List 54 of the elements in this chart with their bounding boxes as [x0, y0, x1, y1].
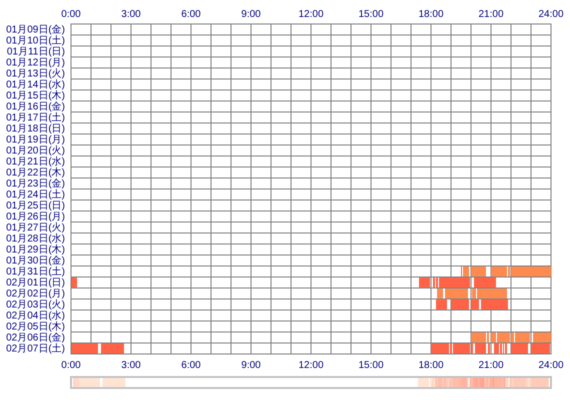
y-tick-label: 02月02日(月)	[6, 288, 65, 300]
y-tick-label: 01月19日(月)	[6, 134, 65, 146]
y-tick-label: 01月17日(土)	[6, 111, 65, 124]
y-tick-label: 01月28日(水)	[6, 232, 65, 244]
y-tick-label: 01月20日(火)	[6, 144, 65, 156]
y-tick-label: 01月14日(水)	[6, 78, 65, 90]
x-tick-label: 24:00	[538, 8, 564, 20]
y-tick-label: 02月07日(土)	[6, 342, 65, 354]
y-tick-label: 01月15日(木)	[6, 89, 65, 102]
y-tick-label: 01月11日(日)	[6, 46, 65, 58]
x2-tick-label: 24:00	[538, 360, 564, 371]
y-tick-label: 01月27日(火)	[6, 221, 65, 234]
x2-tick-label: 0:00	[61, 360, 82, 371]
x-tick-label: 18:00	[418, 8, 444, 20]
y-tick-label: 02月05日(木)	[6, 320, 65, 332]
bar	[511, 344, 528, 354]
y-tick-label: 01月18日(日)	[6, 123, 65, 134]
bar	[494, 344, 499, 354]
x-tick-label: 21:00	[478, 8, 504, 20]
x2-tick-label: 15:00	[358, 360, 384, 371]
x2-tick-label: 3:00	[121, 360, 142, 371]
bar	[72, 344, 98, 354]
y-tick-label: 01月25日(日)	[6, 200, 65, 212]
x2-tick-label: 9:00	[241, 360, 262, 371]
y-tick-label: 01月29日(木)	[6, 243, 65, 256]
y-tick-label: 02月04日(水)	[6, 309, 65, 322]
x-tick-label: 3:00	[121, 8, 142, 20]
x-tick-label: 12:00	[298, 8, 324, 20]
y-tick-label: 01月26日(月)	[6, 211, 65, 222]
y-tick-label: 01月24日(土)	[6, 188, 65, 200]
y-tick-label: 01月30日(金)	[6, 254, 65, 266]
bar	[436, 300, 447, 310]
y-tick-label: 02月06日(金)	[6, 331, 65, 344]
y-tick-label: 01月23日(金)	[6, 177, 65, 190]
y-tick-label: 01月22日(木)	[6, 166, 65, 178]
x2-tick-label: 6:00	[181, 360, 202, 371]
bar	[72, 278, 77, 288]
y-tick-label: 01月21日(水)	[6, 155, 65, 168]
y-tick-label: 01月12日(月)	[6, 57, 65, 68]
y-tick-label: 01月09日(金)	[6, 23, 65, 36]
y-tick-label: 01月13日(火)	[6, 67, 65, 80]
y-tick-label: 01月31日(土)	[6, 265, 65, 278]
y-tick-label: 02月03日(火)	[6, 298, 65, 310]
x-tick-label: 9:00	[241, 8, 262, 20]
bar	[531, 344, 550, 354]
x-tick-label: 0:00	[61, 8, 82, 20]
y-tick-label: 02月01日(日)	[6, 277, 65, 288]
x2-tick-label: 12:00	[298, 360, 324, 371]
x-tick-label: 6:00	[181, 8, 202, 20]
y-tick-label: 01月10日(土)	[6, 34, 65, 46]
x2-tick-label: 18:00	[418, 360, 444, 371]
y-tick-label: 01月16日(金)	[6, 100, 65, 112]
x-tick-label: 15:00	[358, 8, 384, 20]
x2-tick-label: 21:00	[478, 360, 504, 371]
